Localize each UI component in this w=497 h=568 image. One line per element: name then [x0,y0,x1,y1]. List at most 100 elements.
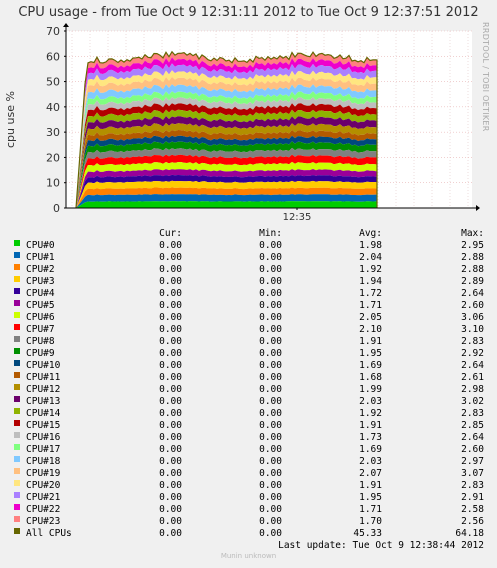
legend-cur: 0.00 [159,288,182,299]
legend-cur: 0.00 [159,360,182,371]
legend-name: CPU#15 [26,420,61,431]
area-cpu18 [76,84,377,208]
legend-cur: 0.00 [159,348,182,359]
area-cpu20 [76,70,377,208]
legend-name: CPU#16 [26,432,61,443]
area-cpu4 [76,174,377,208]
legend-header-min: Min: [259,228,282,239]
legend-row: CPU#7 0.00 0.00 2.10 3.10 [0,324,497,336]
legend-row: CPU#8 0.00 0.00 1.91 2.83 [0,336,497,348]
legend-avg: 2.03 [359,456,382,467]
legend-swatch [14,408,20,414]
legend-avg: 2.07 [359,468,382,479]
legend-name: CPU#17 [26,444,61,455]
area-cpu15 [76,103,377,208]
legend-row: CPU#5 0.00 0.00 1.71 2.60 [0,300,497,312]
legend-min: 0.00 [259,504,282,515]
area-cpu3 [76,180,377,208]
legend-swatch [14,240,20,246]
legend-min: 0.00 [259,372,282,383]
legend-min: 0.00 [259,456,282,467]
y-tick-label: 20 [46,151,60,164]
legend-max: 2.60 [461,300,484,311]
legend-max: 2.85 [461,420,484,431]
area-cpu2 [76,187,377,208]
legend-avg: 1.69 [359,444,382,455]
legend-avg: 1.92 [359,264,382,275]
legend-row: CPU#15 0.00 0.00 1.91 2.85 [0,420,497,432]
legend-avg: 1.95 [359,492,382,503]
legend-cur: 0.00 [159,528,182,539]
legend-name: All CPUs [26,528,72,539]
legend-max: 2.91 [461,492,484,503]
legend-name: CPU#5 [26,300,55,311]
legend-row: CPU#10 0.00 0.00 1.69 2.64 [0,360,497,372]
legend: Cur: Min: Avg: Max: CPU#0 0.00 0.00 1.98 2.9… [0,228,497,540]
line-all-cpus [75,50,378,209]
legend-avg: 2.05 [359,312,382,323]
legend-cur: 0.00 [159,384,182,395]
area-cpu10 [76,135,377,208]
legend-row: CPU#12 0.00 0.00 1.99 2.98 [0,384,497,396]
legend-cur: 0.00 [159,456,182,467]
legend-cur: 0.00 [159,432,182,443]
legend-name: CPU#13 [26,396,61,407]
legend-name: CPU#8 [26,336,55,347]
legend-min: 0.00 [259,468,282,479]
legend-swatch [14,384,20,390]
legend-min: 0.00 [259,348,282,359]
y-axis-arrow [63,23,69,27]
legend-name: CPU#10 [26,360,61,371]
area-cpu13 [76,116,377,208]
legend-cur: 0.00 [159,240,182,251]
legend-cur: 0.00 [159,504,182,515]
legend-min: 0.00 [259,324,282,335]
legend-name: CPU#11 [26,372,61,383]
legend-max: 2.83 [461,480,484,491]
legend-row: CPU#19 0.00 0.00 2.07 3.07 [0,468,497,480]
legend-cur: 0.00 [159,276,182,287]
legend-cur: 0.00 [159,264,182,275]
legend-min: 0.00 [259,360,282,371]
legend-avg: 1.91 [359,480,382,491]
area-cpu19 [76,76,377,209]
legend-swatch [14,456,20,462]
legend-min: 0.00 [259,480,282,491]
legend-cur: 0.00 [159,324,182,335]
legend-avg: 1.71 [359,300,382,311]
area-cpu1 [76,194,377,208]
legend-name: CPU#7 [26,324,55,335]
legend-row: CPU#20 0.00 0.00 1.91 2.83 [0,480,497,492]
legend-avg: 1.91 [359,336,382,347]
legend-name: CPU#21 [26,492,61,503]
legend-max: 3.10 [461,324,484,335]
area-cpu5 [76,169,377,208]
x-tick-label: 12:35 [283,212,312,223]
legend-swatch [14,348,20,354]
legend-name: CPU#12 [26,384,61,395]
legend-swatch [14,468,20,474]
legend-name: CPU#9 [26,348,55,359]
legend-swatch [14,336,20,342]
legend-avg: 1.73 [359,432,382,443]
legend-cur: 0.00 [159,300,182,311]
legend-swatch [14,312,20,318]
legend-max: 2.97 [461,456,484,467]
legend-min: 0.00 [259,432,282,443]
legend-name: CPU#14 [26,408,61,419]
area-cpu8 [76,147,377,208]
legend-cur: 0.00 [159,408,182,419]
legend-max: 3.02 [461,396,484,407]
area-cpu14 [76,109,377,208]
legend-min: 0.00 [259,528,282,539]
legend-name: CPU#0 [26,240,55,251]
legend-name: CPU#19 [26,468,61,479]
legend-swatch [14,528,20,534]
legend-cur: 0.00 [159,372,182,383]
legend-row: CPU#3 0.00 0.00 1.94 2.89 [0,276,497,288]
x-axis-arrow [476,205,480,211]
y-tick-label: 60 [46,50,60,63]
legend-min: 0.00 [259,444,282,455]
rrdtool-watermark: RRDTOOL / TOBI OETIKER [481,22,490,132]
chart-title: CPU usage - from Tue Oct 9 12:31:11 2012… [18,5,479,20]
